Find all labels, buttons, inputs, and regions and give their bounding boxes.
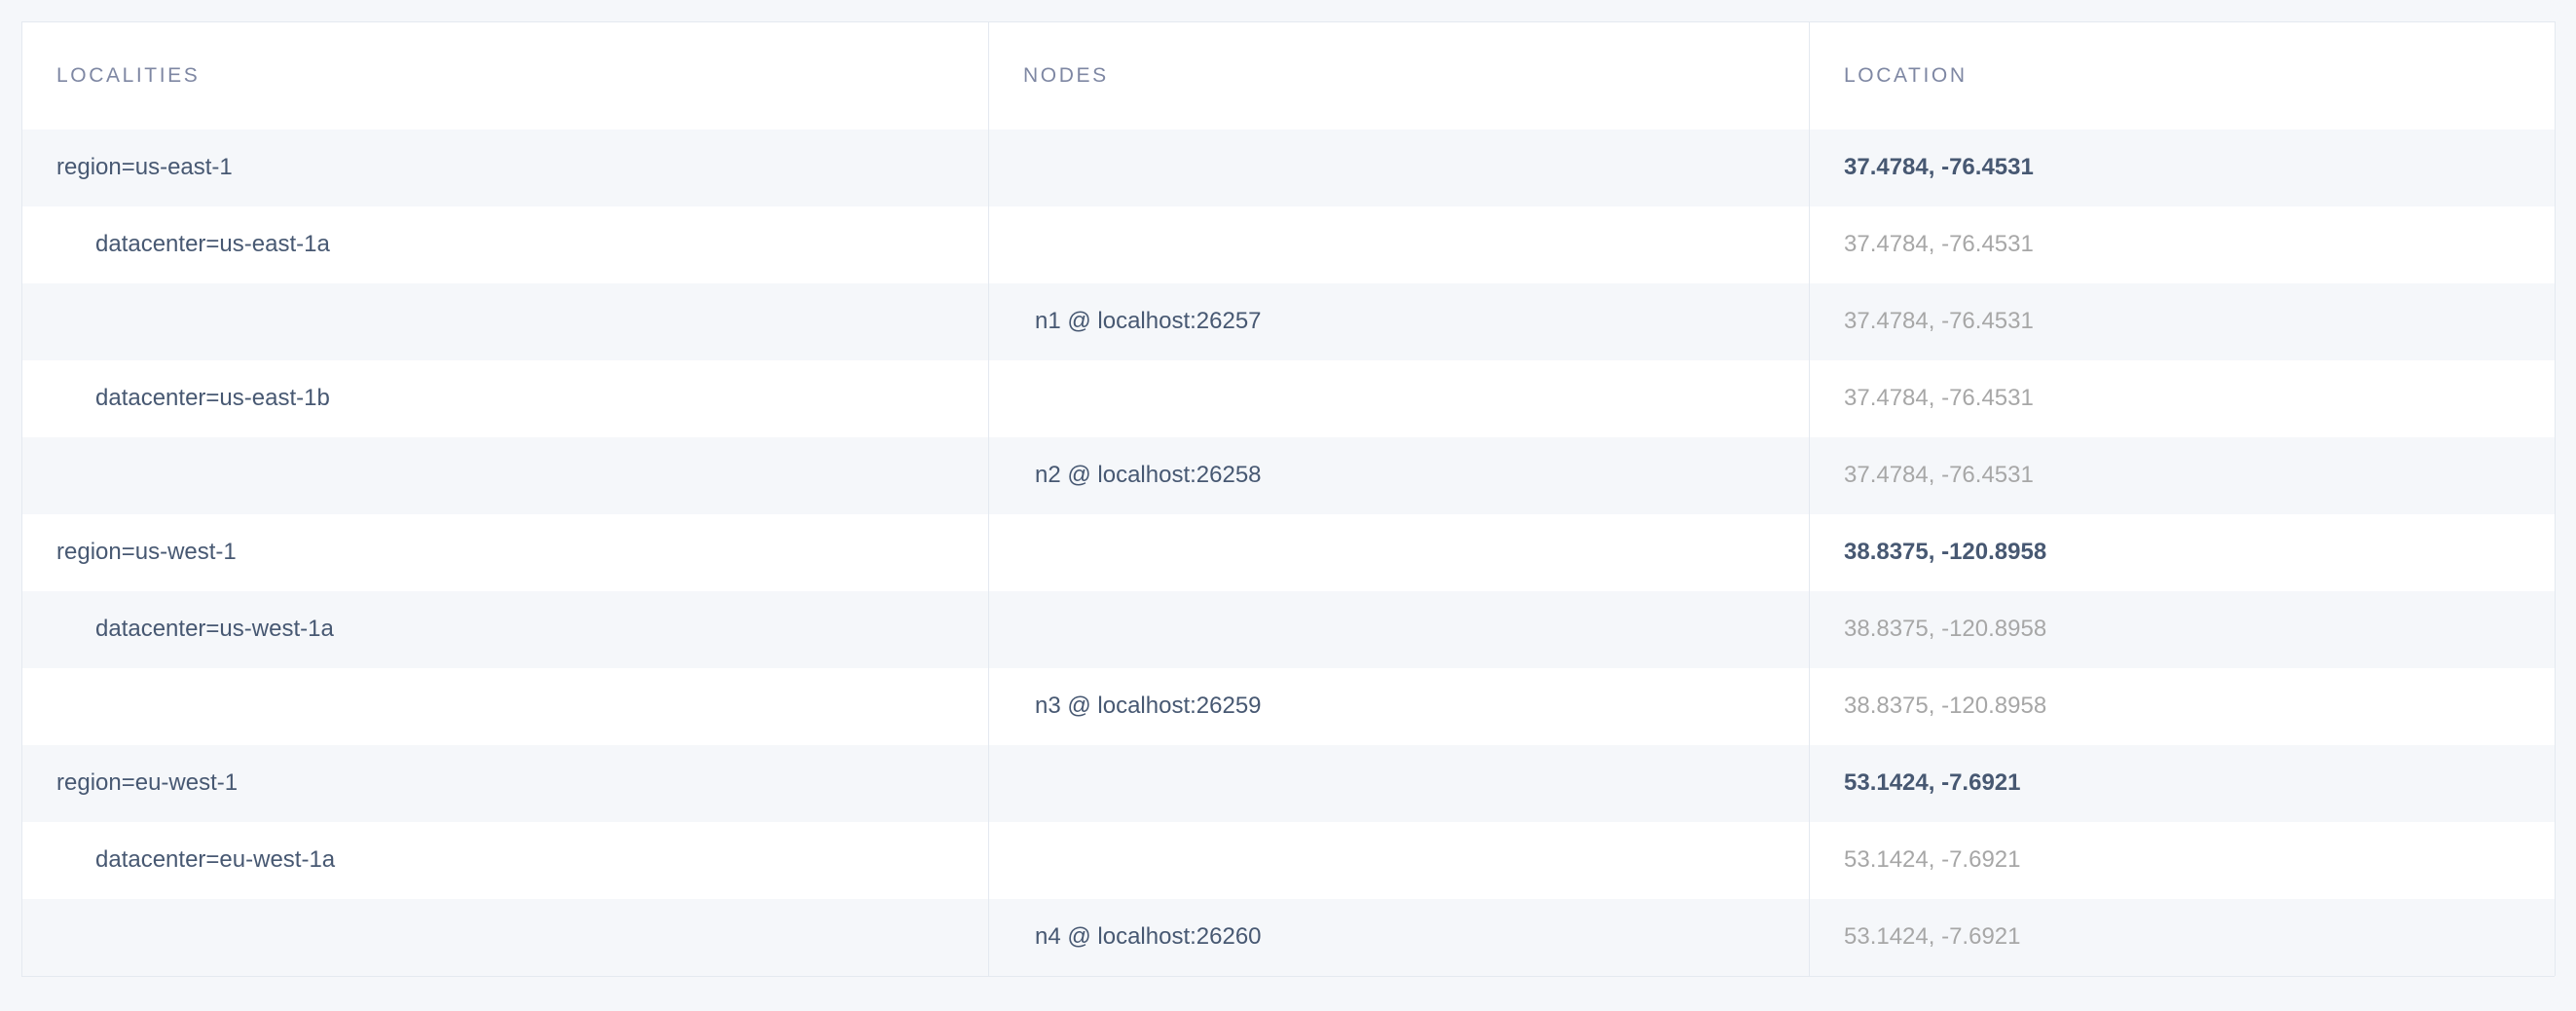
locality-table: LOCALITIES NODES LOCATION region=us-east… [21, 21, 2556, 976]
table-header-row: LOCALITIES NODES LOCATION [21, 21, 2556, 130]
location-coordinates: 37.4784, -76.4531 [1844, 462, 2034, 488]
table-row[interactable]: datacenter=us-west-1a 38.8375, -120.8958 [21, 590, 2556, 668]
location-coordinates: 53.1424, -7.6921 [1844, 769, 2021, 796]
location-coordinates: 53.1424, -7.6921 [1844, 846, 2021, 873]
node-label[interactable]: n1 @ localhost:26257 [1035, 308, 1262, 334]
cell-location: 38.8375, -120.8958 [1810, 591, 2556, 668]
location-coordinates: 37.4784, -76.4531 [1844, 231, 2034, 257]
table-row[interactable]: region=us-east-1 37.4784, -76.4531 [21, 129, 2556, 206]
cell-location: 37.4784, -76.4531 [1810, 130, 2556, 206]
table-row[interactable]: region=us-west-1 38.8375, -120.8958 [21, 513, 2556, 591]
cell-nodes [988, 129, 1810, 206]
cell-location: 53.1424, -7.6921 [1810, 899, 2556, 976]
location-coordinates: 53.1424, -7.6921 [1844, 923, 2021, 950]
table-row[interactable]: n3 @ localhost:26259 38.8375, -120.8958 [21, 667, 2556, 745]
location-coordinates: 38.8375, -120.8958 [1844, 616, 2047, 642]
cell-locality: region=eu-west-1 [21, 744, 989, 822]
cell-nodes [988, 206, 1810, 283]
cell-nodes: n1 @ localhost:26257 [988, 282, 1810, 360]
cell-nodes: n3 @ localhost:26259 [988, 667, 1810, 745]
cell-locality: datacenter=eu-west-1a [21, 821, 989, 899]
cell-locality [21, 898, 989, 976]
cell-locality [21, 436, 989, 514]
cell-location: 53.1424, -7.6921 [1810, 745, 2556, 822]
cell-locality: region=us-west-1 [21, 513, 989, 591]
column-header-location[interactable]: LOCATION [1809, 21, 2556, 130]
node-label[interactable]: n2 @ localhost:26258 [1035, 462, 1262, 488]
table-header: LOCALITIES NODES LOCATION [21, 21, 2556, 130]
table-row[interactable]: region=eu-west-1 53.1424, -7.6921 [21, 744, 2556, 822]
table-row[interactable]: datacenter=eu-west-1a 53.1424, -7.6921 [21, 821, 2556, 899]
column-header-localities[interactable]: LOCALITIES [21, 21, 989, 130]
location-coordinates: 38.8375, -120.8958 [1844, 539, 2047, 565]
cell-location: 38.8375, -120.8958 [1810, 514, 2556, 591]
cell-location: 37.4784, -76.4531 [1810, 437, 2556, 514]
cell-location: 37.4784, -76.4531 [1810, 206, 2556, 283]
cell-nodes [988, 744, 1810, 822]
table-row[interactable]: n2 @ localhost:26258 37.4784, -76.4531 [21, 436, 2556, 514]
locality-datacenter-label[interactable]: datacenter=us-east-1a [95, 231, 330, 257]
table-body: region=us-east-1 37.4784, -76.4531 datacen… [21, 129, 2556, 976]
node-label[interactable]: n4 @ localhost:26260 [1035, 923, 1262, 950]
cell-locality [21, 282, 989, 360]
locality-region-label[interactable]: region=us-east-1 [56, 154, 233, 180]
table-row[interactable]: n4 @ localhost:26260 53.1424, -7.6921 [21, 898, 2556, 976]
cell-nodes: n2 @ localhost:26258 [988, 436, 1810, 514]
cell-nodes [988, 590, 1810, 668]
table-bottom-edge [21, 975, 2555, 977]
node-label[interactable]: n3 @ localhost:26259 [1035, 693, 1262, 719]
cell-nodes [988, 821, 1810, 899]
locality-region-label[interactable]: region=us-west-1 [56, 539, 237, 565]
table-row[interactable]: datacenter=us-east-1a 37.4784, -76.4531 [21, 206, 2556, 283]
locality-region-label[interactable]: region=eu-west-1 [56, 769, 239, 796]
cell-location: 37.4784, -76.4531 [1810, 360, 2556, 437]
cell-nodes: n4 @ localhost:26260 [988, 898, 1810, 976]
cell-location: 53.1424, -7.6921 [1810, 822, 2556, 899]
location-coordinates: 37.4784, -76.4531 [1844, 308, 2034, 334]
locality-datacenter-label[interactable]: datacenter=eu-west-1a [95, 846, 336, 873]
cell-nodes [988, 513, 1810, 591]
location-coordinates: 37.4784, -76.4531 [1844, 385, 2034, 411]
table-row[interactable]: datacenter=us-east-1b 37.4784, -76.4531 [21, 359, 2556, 437]
location-coordinates: 38.8375, -120.8958 [1844, 693, 2047, 719]
column-header-nodes[interactable]: NODES [988, 21, 1810, 130]
table-row[interactable]: n1 @ localhost:26257 37.4784, -76.4531 [21, 282, 2556, 360]
cell-locality: datacenter=us-west-1a [21, 590, 989, 668]
locality-datacenter-label[interactable]: datacenter=us-west-1a [95, 616, 334, 642]
cell-location: 38.8375, -120.8958 [1810, 668, 2556, 745]
cell-location: 37.4784, -76.4531 [1810, 283, 2556, 360]
location-coordinates: 37.4784, -76.4531 [1844, 154, 2034, 180]
locality-datacenter-label[interactable]: datacenter=us-east-1b [95, 385, 330, 411]
cell-locality: datacenter=us-east-1b [21, 359, 989, 437]
cell-locality: datacenter=us-east-1a [21, 206, 989, 283]
cell-locality [21, 667, 989, 745]
cell-locality: region=us-east-1 [21, 129, 989, 206]
cell-nodes [988, 359, 1810, 437]
